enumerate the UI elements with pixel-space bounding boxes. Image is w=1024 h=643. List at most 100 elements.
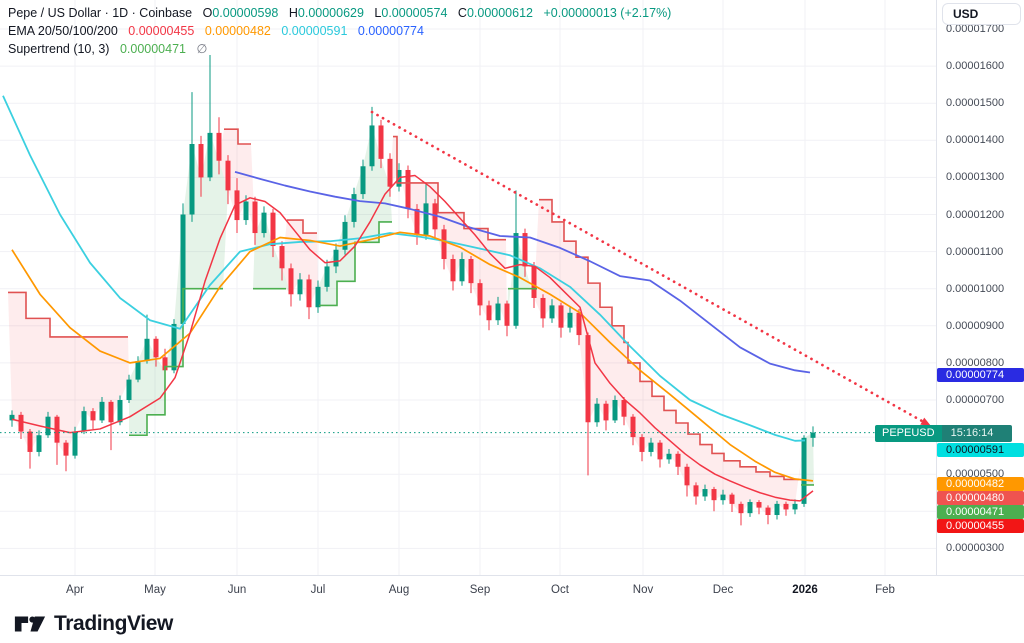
time-tick: 2026 xyxy=(792,584,818,596)
symbol-name-tag: PEPEUSD xyxy=(875,425,942,442)
candle-body xyxy=(774,503,780,516)
supertrend-title: Supertrend (10, 3) xyxy=(8,42,110,56)
supertrend-value: 0.00000471 xyxy=(119,42,186,56)
candle-body xyxy=(198,144,204,178)
supertrend-line-down xyxy=(539,198,799,481)
candle-body xyxy=(549,305,555,319)
candle-body xyxy=(801,437,807,504)
candle-body xyxy=(531,266,537,298)
candle-body xyxy=(117,400,123,423)
legend-supertrend-row[interactable]: Supertrend (10, 3) 0.00000471 ∅ xyxy=(8,40,671,58)
candle-body xyxy=(369,125,375,167)
price-tick: 0.00001400 xyxy=(946,134,1005,147)
supertrend-line-down xyxy=(8,291,128,338)
time-tick: Jul xyxy=(310,584,326,596)
time-axis[interactable]: Apr May Jun Jul Aug Sep Oct Nov Dec 2026 Feb xyxy=(0,575,1024,605)
time-tick: Oct xyxy=(551,584,569,596)
candle-body xyxy=(603,403,609,421)
candle-body xyxy=(423,203,429,235)
candle-body xyxy=(153,338,159,358)
indicator-price-label: 0.00000591 xyxy=(937,443,1024,457)
candle-body xyxy=(747,502,753,514)
candle-body xyxy=(594,403,600,423)
candle-body xyxy=(468,259,474,284)
candle-body xyxy=(387,158,393,187)
trendline-dotted[interactable] xyxy=(370,110,924,423)
candle-body xyxy=(306,279,312,308)
ema50-line[interactable] xyxy=(11,231,814,482)
legend-ema-row[interactable]: EMA 20/50/100/200 0.00000455 0.00000482 … xyxy=(8,22,671,40)
candle-body xyxy=(342,221,348,250)
time-tick: Feb xyxy=(875,584,895,596)
supertrend-line-down xyxy=(287,219,317,234)
close-value: 0.00000612 xyxy=(466,6,533,20)
indicator-price-label: 0.00000482 xyxy=(937,477,1024,491)
candle-body xyxy=(180,214,186,324)
candle-body xyxy=(585,335,591,423)
candle-body xyxy=(720,494,726,501)
indicator-price-label: 0.00000774 xyxy=(937,368,1024,382)
candle-body xyxy=(63,442,69,456)
ema-title: EMA 20/50/100/200 xyxy=(8,24,118,38)
candle-body xyxy=(81,411,87,432)
legend-symbol-row[interactable]: Pepe / US Dollar · 1D · Coinbase O0.0000… xyxy=(8,4,671,22)
candle-body xyxy=(612,400,618,421)
candle-body xyxy=(450,259,456,282)
indicator-price-label: 0.00000471 xyxy=(937,505,1024,519)
chart-pane[interactable] xyxy=(0,0,936,575)
tradingview-logo[interactable]: TradingView xyxy=(13,612,173,636)
candle-body xyxy=(684,466,690,486)
price-tick: 0.00001200 xyxy=(946,208,1005,221)
currency-toggle-button[interactable]: USD xyxy=(942,3,1021,25)
supertrend-fill xyxy=(129,132,228,436)
candle-body xyxy=(108,401,114,423)
ema20-line[interactable] xyxy=(11,174,814,502)
symbol-title: Pepe / US Dollar · 1D · Coinbase xyxy=(8,6,193,20)
candle-body xyxy=(693,485,699,497)
supertrend-line-up xyxy=(319,221,392,307)
candle-body xyxy=(729,494,735,504)
indicator-price-label: 0.00000455 xyxy=(937,519,1024,533)
candle-body xyxy=(522,233,528,267)
indicator-price-label: 0.00000480 xyxy=(937,491,1024,505)
candle-body xyxy=(486,305,492,321)
ema200-line[interactable] xyxy=(234,170,811,374)
high-value: 0.00000629 xyxy=(297,6,364,20)
candle-body xyxy=(504,303,510,326)
price-tick: 0.00000900 xyxy=(946,319,1005,332)
candle-body xyxy=(324,266,330,287)
ema100-value: 0.00000591 xyxy=(281,24,348,38)
candle-body xyxy=(207,132,213,178)
candle-body xyxy=(261,212,267,234)
price-axis[interactable]: USD 0.00001700 0.00001600 0.00001500 0.0000… xyxy=(936,0,1024,575)
trendline-arrowhead xyxy=(920,417,931,426)
candle-body xyxy=(792,503,798,510)
candle-body xyxy=(315,286,321,308)
candle-body xyxy=(252,201,258,234)
candle-body xyxy=(72,431,78,456)
ema100-line[interactable] xyxy=(2,95,806,442)
chart-legend: Pepe / US Dollar · 1D · Coinbase O0.0000… xyxy=(8,4,671,58)
candle-body xyxy=(540,297,546,319)
tradingview-logo-icon xyxy=(14,616,46,632)
candle-body xyxy=(567,312,573,328)
brand-bar: TradingView xyxy=(0,605,1024,643)
candle-body xyxy=(702,489,708,497)
candle-body xyxy=(45,416,51,436)
candle-body xyxy=(126,379,132,400)
candle-body xyxy=(288,268,294,295)
time-tick: Dec xyxy=(712,584,734,596)
candle-body xyxy=(621,400,627,417)
supertrend-line-down xyxy=(393,135,506,241)
candle-body xyxy=(711,489,717,501)
candle-body xyxy=(558,305,564,328)
tradingview-logo-text: TradingView xyxy=(54,612,173,635)
candle-body xyxy=(738,503,744,514)
price-tick: 0.00001600 xyxy=(946,60,1005,73)
bar-countdown: 15:16:14 xyxy=(941,425,1012,442)
candle-body xyxy=(783,503,789,510)
candle-body xyxy=(405,169,411,209)
candle-body xyxy=(360,166,366,195)
open-value: 0.00000598 xyxy=(212,6,279,20)
candle-body xyxy=(27,431,33,452)
